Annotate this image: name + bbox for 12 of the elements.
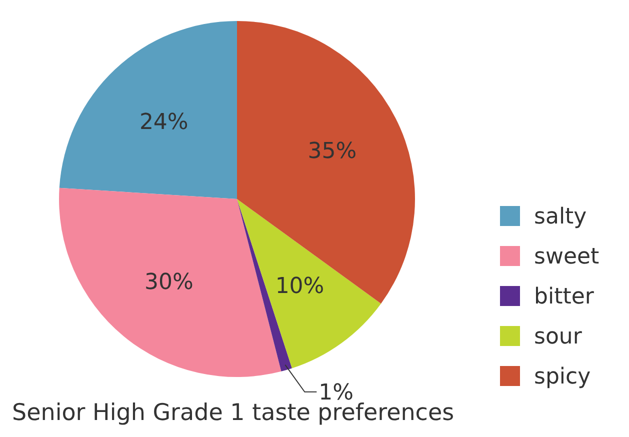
data-label: 30%	[144, 270, 194, 295]
pie-slice	[59, 21, 237, 199]
pie-slice	[237, 199, 382, 368]
legend-label: bitter	[534, 284, 595, 310]
legend-label: salty	[534, 204, 587, 230]
legend-label: sweet	[534, 244, 600, 270]
legend-label: sour	[534, 324, 583, 350]
data-label: 24%	[139, 110, 188, 135]
pie-slice	[237, 21, 415, 304]
data-label: 10%	[275, 274, 324, 300]
data-label: 35%	[308, 139, 357, 164]
legend-label: spicy	[534, 364, 591, 390]
